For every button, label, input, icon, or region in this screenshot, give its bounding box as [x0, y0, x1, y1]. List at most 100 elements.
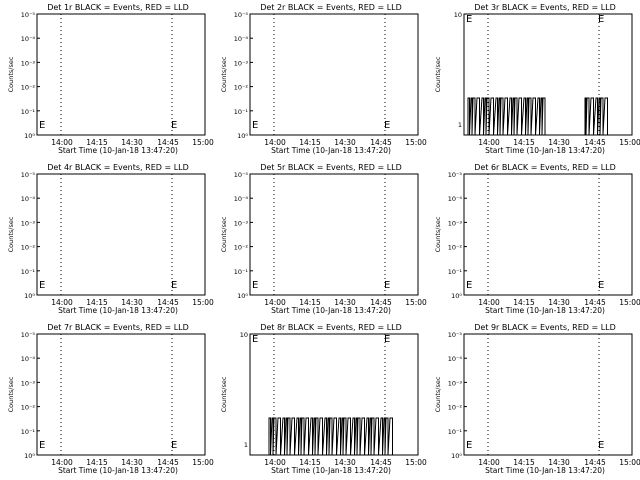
e-marker: E [384, 280, 390, 291]
y-axis-title: Counts/sec [220, 376, 228, 412]
e-marker: E [39, 280, 45, 291]
x-tick-label: 14:30 [334, 298, 356, 307]
x-tick-label: 14:15 [513, 458, 535, 467]
y-tick-label: 10⁻³ [21, 219, 36, 227]
x-tick-label: 14:15 [513, 298, 535, 307]
detector-panel-3: Det 3r BLACK = Events, RED = LLD 10 1 Count… [434, 3, 640, 155]
x-tick-label: 14:15 [299, 298, 321, 307]
y-axis-title: Counts/sec [434, 216, 442, 252]
e-marker: E [39, 440, 45, 451]
y-tick-label: 10⁰ [451, 292, 462, 300]
y-tick-label: 10⁻³ [21, 379, 36, 387]
panel-title: Det 3r BLACK = Events, RED = LLD [474, 3, 616, 12]
detector-panel-2: Det 2r BLACK = Events, RED = LLD 10⁰ 10⁻¹ 1… [220, 3, 427, 155]
x-axis-title: Start Time (10-Jan-18 13:47:20) [271, 466, 391, 475]
y-tick-label: 10⁻¹ [234, 268, 249, 276]
x-axis-title: Start Time (10-Jan-18 13:47:20) [485, 306, 605, 315]
e-marker: E [252, 120, 258, 131]
y-axis-title: Counts/sec [434, 376, 442, 412]
detector-panel-7: Det 7r BLACK = Events, RED = LLD 10⁰ 10⁻¹ 1… [7, 323, 214, 475]
x-tick-label: 14:15 [299, 138, 321, 147]
y-tick-label: 10⁰ [451, 452, 462, 460]
e-marker: E [252, 334, 258, 345]
x-tick-label: 14:00 [51, 298, 73, 307]
y-tick-label: 10⁻⁵ [234, 11, 249, 19]
x-tick-label: 14:45 [157, 138, 179, 147]
y-tick-label: 10⁻⁵ [448, 331, 463, 339]
e-marker: E [598, 440, 604, 451]
panel-title: Det 9r BLACK = Events, RED = LLD [474, 323, 616, 332]
y-tick-label: 10⁻⁵ [21, 11, 36, 19]
e-marker: E [252, 280, 258, 291]
y-tick-label: 10⁰ [24, 132, 35, 140]
y-tick-label: 10⁰ [24, 452, 35, 460]
y-tick-label: 10⁻⁵ [21, 331, 36, 339]
y-axis-title: Counts/sec [7, 376, 15, 412]
y-tick-label: 10⁻² [234, 244, 249, 252]
y-tick-label: 10⁻¹ [21, 108, 36, 116]
x-tick-label: 14:00 [478, 298, 500, 307]
y-tick-label: 10⁻¹ [448, 428, 463, 436]
x-tick-label: 15:00 [192, 298, 214, 307]
detector-panel-4: Det 4r BLACK = Events, RED = LLD 10⁰ 10⁻¹ 1… [7, 163, 214, 315]
y-tick-label: 10⁻⁵ [234, 171, 249, 179]
y-tick-label: 10⁻¹ [234, 108, 249, 116]
x-tick-label: 14:45 [157, 298, 179, 307]
y-tick-label: 10⁻⁴ [234, 195, 249, 203]
x-tick-label: 14:45 [584, 458, 606, 467]
x-tick-label: 14:30 [334, 138, 356, 147]
event-trace [268, 417, 393, 456]
y-tick-label: 1 [458, 121, 462, 129]
y-tick-label: 10⁻² [21, 84, 36, 92]
x-tick-label: 14:00 [264, 138, 286, 147]
x-tick-label: 15:00 [405, 138, 427, 147]
y-tick-label: 10 [454, 11, 462, 19]
x-tick-label: 14:45 [584, 298, 606, 307]
y-tick-label: 10⁻² [21, 404, 36, 412]
y-tick-label: 10⁻³ [21, 59, 36, 67]
detector-panel-1: Det 1r BLACK = Events, RED = LLD 10⁰ 10⁻¹ 1… [7, 3, 214, 155]
x-tick-label: 14:00 [264, 458, 286, 467]
detector-panel-9: Det 9r BLACK = Events, RED = LLD 10⁰ 10⁻¹ 1… [434, 323, 640, 475]
y-tick-label: 10⁻³ [234, 219, 249, 227]
y-tick-label: 10⁻⁵ [21, 171, 36, 179]
y-tick-label: 10⁻¹ [21, 428, 36, 436]
panel-title: Det 4r BLACK = Events, RED = LLD [47, 163, 189, 172]
e-marker: E [466, 280, 472, 291]
x-tick-label: 14:30 [121, 138, 143, 147]
y-axis-title: Counts/sec [7, 56, 15, 92]
x-tick-label: 15:00 [405, 298, 427, 307]
e-marker: E [598, 14, 604, 25]
x-tick-label: 15:00 [192, 458, 214, 467]
x-tick-label: 14:45 [584, 138, 606, 147]
y-tick-label: 10⁻⁴ [21, 355, 36, 363]
y-tick-label: 1 [244, 441, 248, 449]
x-tick-label: 14:30 [121, 458, 143, 467]
y-axis-title: Counts/sec [7, 216, 15, 252]
detector-panel-8: Det 8r BLACK = Events, RED = LLD 10 1 Count… [220, 323, 427, 475]
y-tick-label: 10⁻⁴ [21, 195, 36, 203]
plot-frame [249, 173, 419, 296]
x-tick-label: 15:00 [619, 138, 640, 147]
panel-title: Det 7r BLACK = Events, RED = LLD [47, 323, 189, 332]
x-axis-title: Start Time (10-Jan-18 13:47:20) [58, 146, 178, 155]
x-tick-label: 15:00 [405, 458, 427, 467]
x-tick-label: 14:00 [51, 138, 73, 147]
plot-frame [36, 13, 206, 136]
x-tick-label: 14:15 [86, 138, 108, 147]
x-tick-label: 14:45 [370, 138, 392, 147]
x-tick-label: 15:00 [192, 138, 214, 147]
e-marker: E [384, 120, 390, 131]
x-axis-title: Start Time (10-Jan-18 13:47:20) [485, 466, 605, 475]
x-tick-label: 14:00 [264, 298, 286, 307]
x-tick-label: 14:15 [513, 138, 535, 147]
y-tick-label: 10⁻³ [448, 219, 463, 227]
x-tick-label: 14:30 [334, 458, 356, 467]
x-axis-title: Start Time (10-Jan-18 13:47:20) [485, 146, 605, 155]
detector-panel-5: Det 5r BLACK = Events, RED = LLD 10⁰ 10⁻¹ 1… [220, 163, 427, 315]
x-tick-label: 14:45 [370, 298, 392, 307]
x-axis-title: Start Time (10-Jan-18 13:47:20) [271, 146, 391, 155]
y-tick-label: 10⁻⁴ [448, 195, 463, 203]
panel-title: Det 8r BLACK = Events, RED = LLD [260, 323, 402, 332]
x-tick-label: 14:00 [51, 458, 73, 467]
